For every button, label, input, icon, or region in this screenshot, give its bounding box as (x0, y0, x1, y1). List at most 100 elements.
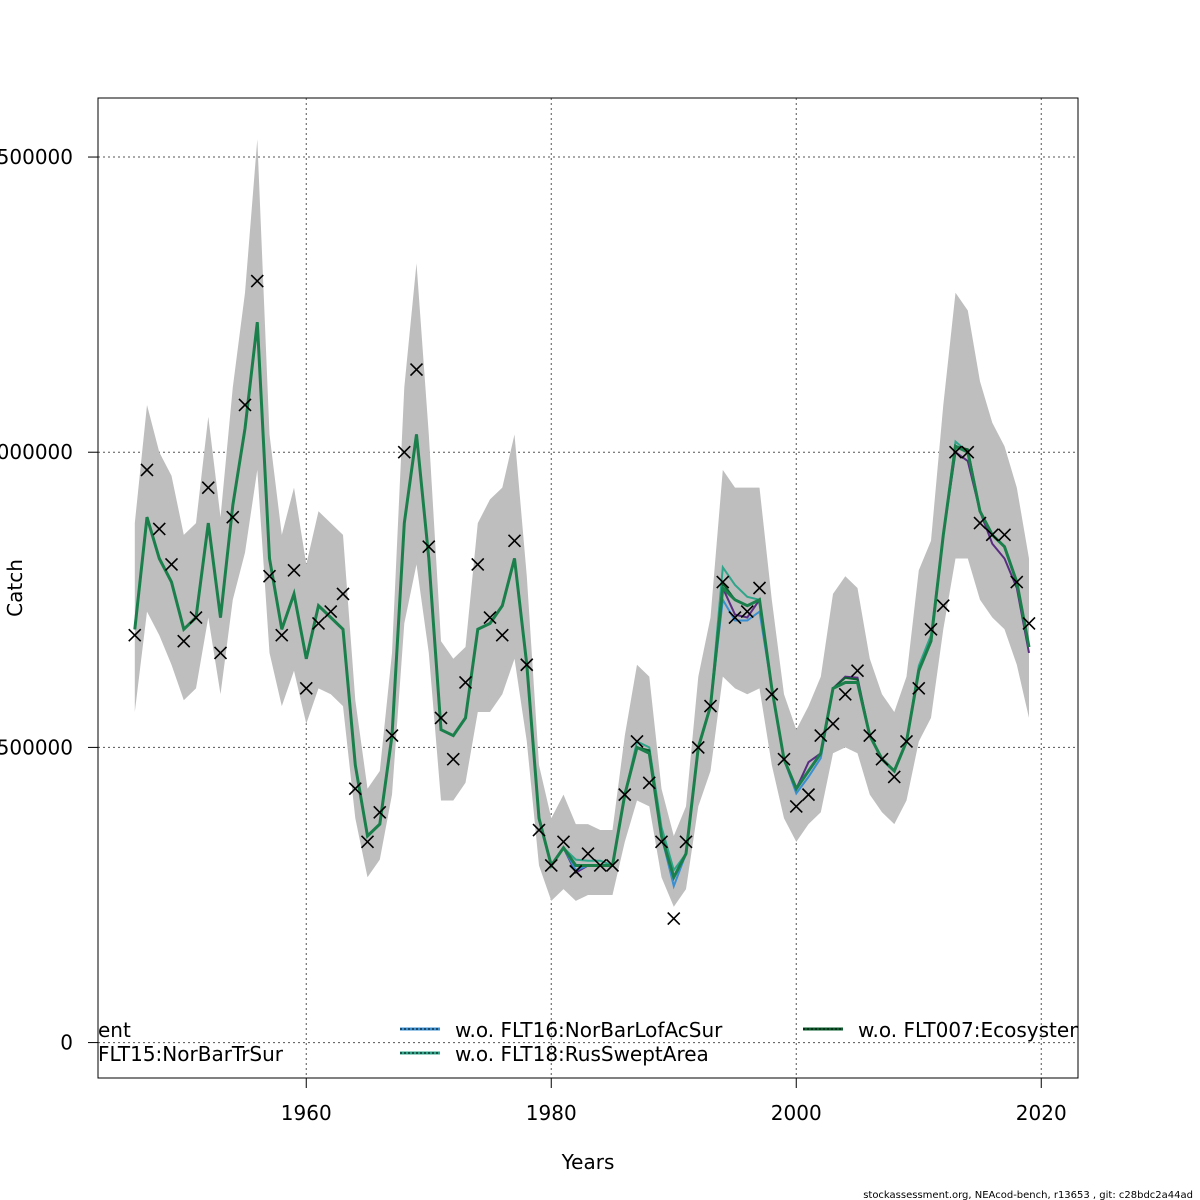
x-tick-label: 1980 (526, 1101, 577, 1125)
observed-point (801, 788, 816, 802)
x-tick-label: 2000 (771, 1101, 822, 1125)
x-axis: 1960 1980 2000 2020 (281, 1078, 1067, 1125)
observed-point (838, 687, 852, 701)
confidence-band-area (134, 139, 1030, 907)
series-lines (133, 322, 1031, 890)
observed-point (409, 363, 424, 377)
observed-point (556, 835, 571, 849)
footer-credit: stockassessment.org, NEAcod-bench, r1365… (863, 1190, 1193, 1200)
y-axis-title: Catch (3, 559, 27, 617)
observed-point (777, 752, 791, 766)
observed-point (152, 522, 166, 536)
observed-point (1022, 616, 1036, 630)
y-tick-label: 1500000 (0, 145, 73, 169)
legend-flt16-label: w.o. FLT16:NorBarLofAcSur (455, 1018, 723, 1042)
observed-point (287, 563, 301, 577)
observed-point (667, 912, 681, 926)
observed-point (728, 610, 742, 625)
observed-point (336, 587, 350, 601)
observed-point (201, 481, 215, 495)
observed-point (814, 729, 828, 743)
observed-point (507, 534, 522, 548)
x-tick-label: 1960 (281, 1101, 332, 1125)
observed-point (324, 605, 338, 619)
legend-main-label: ent (98, 1018, 131, 1042)
observed-point (961, 445, 975, 459)
observed-point (740, 605, 754, 619)
observed-point (654, 835, 669, 849)
y-axis: 0 500000 1000000 1500000 (0, 145, 98, 1055)
observed-point (826, 717, 840, 731)
observed-point (226, 510, 240, 524)
observed-point (446, 752, 460, 766)
observed-point (520, 658, 534, 672)
legend-flt15-label: FLT15:NorBarTrSur (98, 1042, 284, 1066)
plot-frame (97, 97, 1079, 1079)
observed-point (471, 557, 485, 571)
observed-point (385, 729, 399, 743)
observed-point (397, 445, 411, 459)
observed-point (863, 729, 877, 743)
observed-point (618, 788, 632, 802)
observed-point (936, 599, 950, 613)
observed-point (434, 711, 448, 725)
observed-point (262, 569, 277, 583)
observed-point (569, 864, 583, 878)
observed-point (177, 634, 191, 648)
observed-point (213, 646, 228, 660)
observed-point (348, 782, 362, 796)
observed-point (850, 664, 865, 678)
y-tick-label: 1000000 (0, 440, 73, 464)
observed-point (703, 699, 718, 713)
observed-point (140, 463, 154, 477)
observed-point (299, 681, 313, 695)
x-tick-label: 2020 (1016, 1101, 1067, 1125)
observed-point (887, 770, 901, 784)
observed-point (544, 858, 558, 873)
observed-point (593, 858, 607, 873)
observed-point (899, 734, 914, 749)
observed-points (128, 274, 1036, 926)
observed-point (275, 628, 289, 642)
observed-point (311, 616, 326, 630)
observed-point (483, 610, 497, 625)
observed-point (373, 805, 387, 819)
observed-point (924, 622, 938, 636)
observed-point (997, 528, 1012, 542)
observed-point (789, 799, 803, 813)
observed-point (189, 610, 203, 625)
observed-point (581, 847, 595, 861)
observed-point (532, 823, 546, 837)
legend-flt007-label: w.o. FLT007:Ecosystem (858, 1018, 1089, 1042)
observed-point (973, 516, 987, 530)
observed-point (752, 581, 767, 595)
observed-point (458, 675, 473, 690)
observed-point (912, 681, 926, 695)
observed-point (605, 858, 620, 873)
observed-point (360, 835, 375, 849)
observed-point (691, 740, 705, 754)
observed-point (716, 575, 730, 589)
main-series-line (133, 322, 1031, 882)
observed-point (985, 528, 999, 542)
observed-point (642, 776, 656, 790)
x-axis-title: Years (561, 1150, 615, 1174)
y-tick-label: 500000 (0, 735, 73, 759)
y-tick-label: 0 (60, 1031, 73, 1055)
observed-point (250, 274, 264, 288)
legend-flt18-label: w.o. FLT18:RusSweptArea (455, 1042, 709, 1066)
observed-point (1010, 575, 1024, 589)
observed-point (875, 752, 889, 766)
observed-point (679, 835, 693, 849)
confidence-band (134, 139, 1030, 907)
observed-point (164, 557, 179, 571)
observed-point (128, 628, 142, 642)
observed-point (422, 540, 436, 554)
observed-point (630, 734, 644, 749)
observed-point (765, 687, 779, 701)
observed-point (238, 398, 252, 412)
observed-point (948, 445, 963, 459)
observed-point (495, 628, 509, 642)
